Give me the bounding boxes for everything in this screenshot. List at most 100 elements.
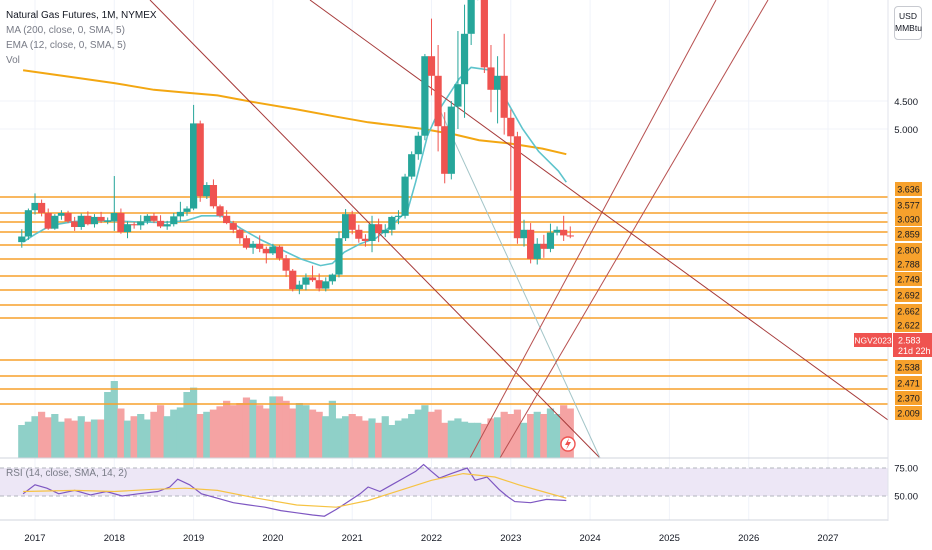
candle-body [190, 123, 198, 209]
level-price-label: 2.800 [897, 246, 920, 256]
candle-body [341, 214, 350, 239]
volume-bar [454, 418, 462, 458]
volume-bar [507, 414, 515, 458]
time-tick-label: 2023 [500, 533, 521, 544]
volume-bar [414, 409, 422, 458]
candle-body [308, 277, 317, 281]
candle-body [566, 235, 574, 237]
candle-body [71, 221, 79, 227]
candle-body [242, 238, 251, 248]
level-price-label: 2.859 [897, 230, 920, 240]
trendline[interactable] [309, 0, 889, 421]
volume-bar [480, 423, 488, 458]
price-axis[interactable]: 5.000 4.500 3.636 3.577 3.030 2.859 2.800 2.788… [560, 0, 932, 550]
volume-bar [341, 416, 350, 458]
legend-title[interactable]: Natural Gas Futures, 1M, NYMEX [6, 10, 157, 21]
trendline[interactable] [439, 109, 601, 459]
volume-bar [388, 425, 396, 458]
candle-body [513, 136, 522, 239]
volume-bar [460, 421, 469, 458]
trendline[interactable] [469, 0, 717, 459]
volume-bar [467, 422, 475, 458]
time-tick-label: 2021 [342, 533, 363, 544]
candle-body [302, 277, 310, 285]
level-price-tag [895, 198, 922, 212]
volume-bar [289, 408, 297, 458]
volume-bar [71, 420, 79, 458]
volume-bar [335, 418, 343, 458]
volume-bar [546, 408, 555, 458]
volume-bar [31, 416, 39, 458]
volume-bar [163, 416, 171, 458]
volume-bar [150, 411, 158, 458]
volume-bar [540, 414, 548, 458]
legend-rsi[interactable]: RSI (14, close, SMA, 14, 2) [6, 468, 128, 479]
candle-body [335, 238, 343, 275]
candle-body [295, 284, 303, 290]
candle-body [375, 224, 383, 234]
time-axis[interactable]: 2017 2018 2019 2020 2021 2022 2023 2024 2025 2026… [0, 521, 932, 550]
candle-body [533, 243, 541, 259]
volume-bar [24, 421, 32, 458]
level-price-tag [895, 272, 922, 286]
level-price-label: 2.749 [897, 275, 920, 285]
legend-vol[interactable]: Vol [6, 55, 20, 66]
level-price-tag [895, 304, 922, 318]
candle-body [209, 185, 218, 207]
volume-bar [487, 418, 495, 458]
volume-bar [18, 425, 26, 458]
rsi-legend: RSI (14, close, SMA, 14, 2) [6, 466, 127, 481]
flash-icon-bolt [565, 438, 571, 450]
volume-bar [97, 419, 105, 458]
chart-legend: Natural Gas Futures, 1M, NYMEX MA (200, … [6, 8, 157, 68]
time-tick-label: 2018 [104, 533, 125, 544]
candle-body [315, 280, 323, 289]
candle-body [256, 243, 264, 249]
trendline[interactable] [499, 0, 769, 459]
horizontal-levels [0, 196, 888, 405]
legend-ema[interactable]: EMA (12, close, 0, SMA, 5) [6, 40, 127, 51]
candle-body [170, 216, 178, 225]
candle-body [460, 33, 469, 85]
volume-bar [64, 418, 72, 458]
volume-bar [176, 407, 184, 458]
level-price-label: 2.662 [897, 307, 920, 317]
volume-bar [361, 420, 370, 458]
candle-body [196, 123, 204, 197]
rsi-line [22, 463, 567, 517]
candle-body [24, 210, 32, 237]
rsi-tick-label: 50.00 [894, 492, 918, 503]
level-price-label: 2.009 [897, 409, 920, 419]
candle-body [520, 229, 528, 239]
candle-body [150, 215, 158, 221]
volume-bar [315, 411, 323, 458]
legend-ma[interactable]: MA (200, close, 0, SMA, 5) [6, 25, 125, 36]
unit-currency: USD [899, 11, 917, 21]
candle-body [31, 202, 39, 211]
flash-icon[interactable] [560, 436, 576, 452]
candle-body [38, 202, 46, 213]
level-price-tag [895, 391, 922, 405]
level-price-tag [895, 227, 922, 241]
currency-unit-button[interactable]: USD MMBtu [894, 6, 922, 40]
volume-bar [394, 420, 403, 458]
candle-body [123, 224, 132, 233]
level-price-label: 2.692 [897, 291, 920, 301]
candle-body [500, 75, 508, 118]
volume-bar [308, 409, 317, 458]
current-price-label: 2.583 [898, 336, 921, 346]
candle-body [90, 216, 99, 225]
volume-bar [110, 381, 118, 458]
candle-body [328, 274, 336, 282]
candle-body [355, 229, 363, 239]
candle-body [289, 270, 297, 290]
volume-bar [236, 403, 244, 458]
price-tick-label: 5.000 [894, 125, 918, 136]
volume-bar [170, 409, 178, 458]
volume-bar [249, 399, 257, 458]
candle-body [44, 213, 52, 229]
volume-bar [137, 414, 145, 458]
candle-body [269, 246, 277, 254]
volume-bar [553, 414, 561, 458]
